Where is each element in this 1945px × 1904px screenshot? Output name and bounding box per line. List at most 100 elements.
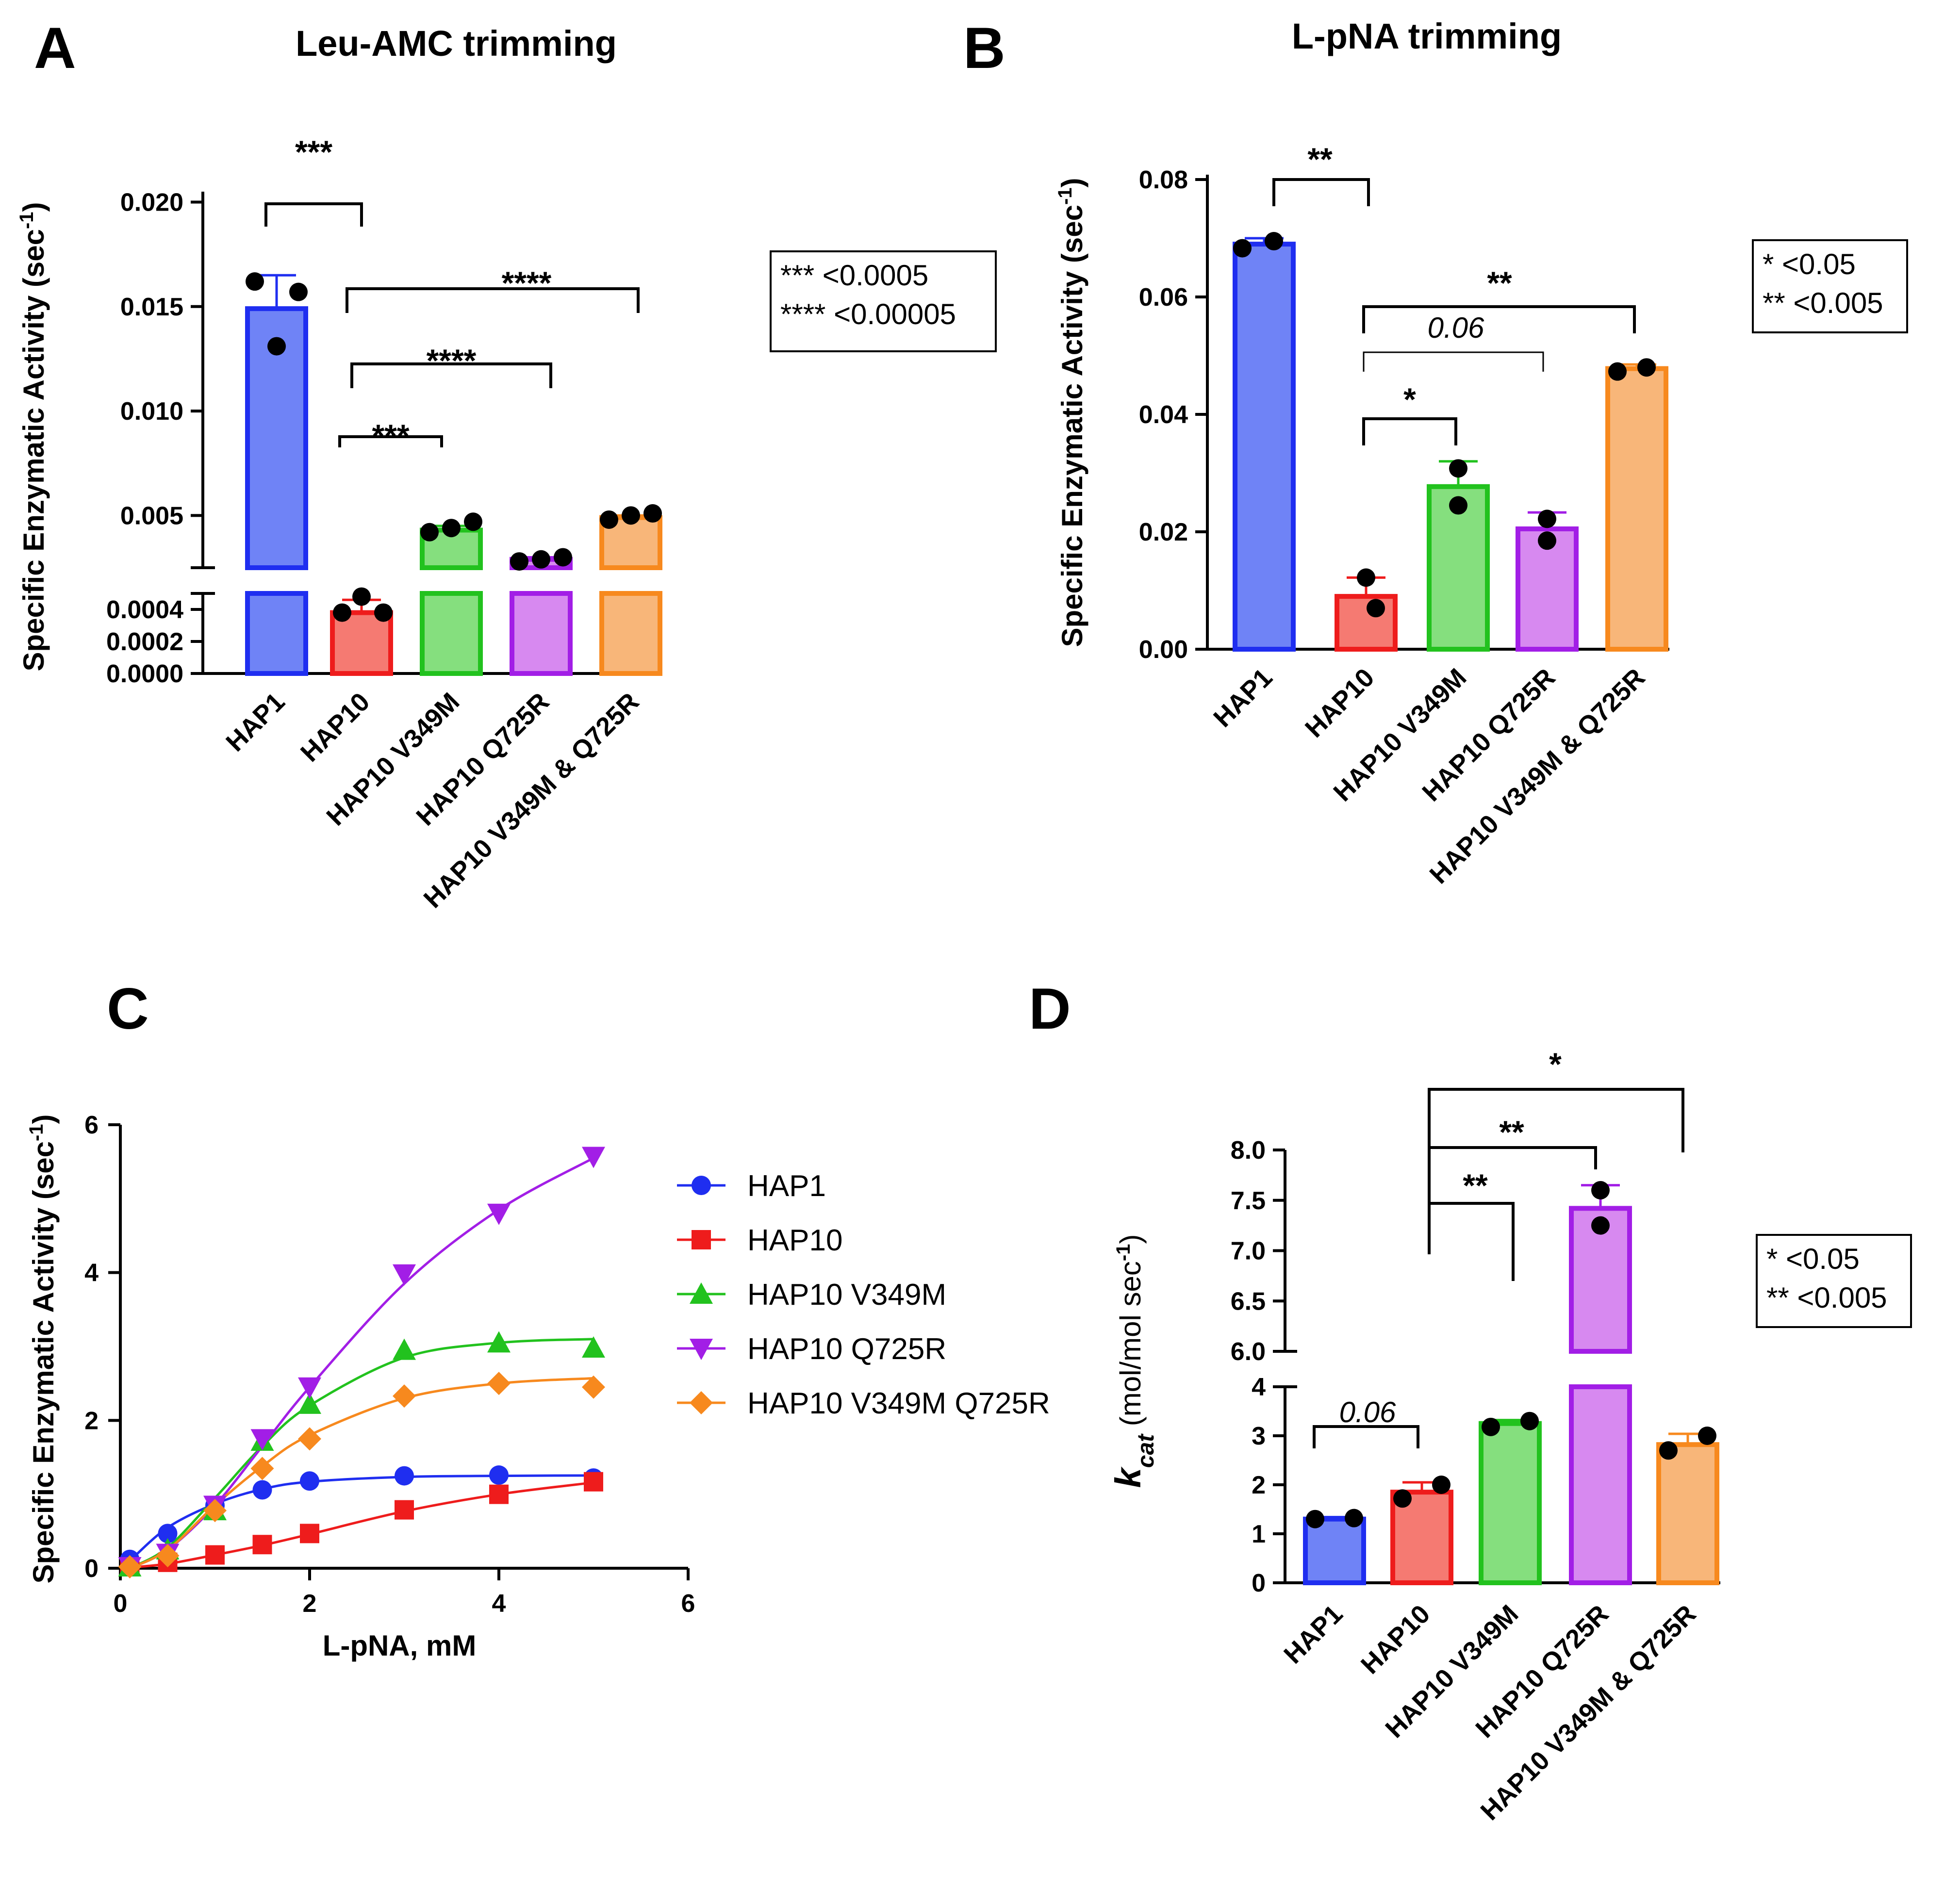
series-3-point-7 — [582, 1147, 605, 1168]
bar-4 — [1656, 1442, 1719, 1585]
y-axis-label: kcat (mol/mol sec-1) — [1108, 1234, 1159, 1488]
series-3-point-4 — [298, 1377, 321, 1399]
x-tick-label-3: 6 — [681, 1590, 695, 1618]
data-point-0-1 — [1265, 232, 1283, 251]
y-tick-label-3: 6 — [84, 1111, 99, 1139]
legend-marker-0 — [692, 1176, 711, 1195]
sig-label-1: ** — [1487, 265, 1512, 301]
bar-4 — [599, 515, 662, 570]
y-tick-label-0: 0 — [84, 1555, 99, 1583]
y-tick-label-1: 0.02 — [1139, 518, 1188, 546]
data-point-1-1 — [1367, 599, 1385, 618]
series-1-point-2 — [205, 1545, 225, 1565]
y-tick-label-lower-1: 1 — [1252, 1520, 1266, 1548]
pvalue-legend-b-row-0: * <0.05 — [1763, 248, 1856, 280]
data-point-3-1 — [1538, 531, 1556, 550]
data-point-0-0 — [1306, 1510, 1324, 1528]
data-point-0-1 — [1345, 1509, 1363, 1527]
data-point-1-1 — [1432, 1476, 1451, 1494]
series-1-point-5 — [395, 1500, 414, 1520]
x-tick-label-1: HAP10 — [1300, 663, 1380, 743]
data-point-4-1 — [1637, 358, 1656, 377]
panel-c-chart: 0 2 4 6 0 2 4 6 L-pNA, mM Specific Enzymatic Acti… — [26, 1111, 1050, 1662]
series-4-point-2 — [203, 1499, 227, 1523]
series-0-point-6 — [489, 1465, 509, 1485]
sig-bracket-1 — [1362, 305, 1636, 333]
sig-bracket-3 — [1362, 417, 1457, 445]
sig-bracket-2 — [350, 362, 552, 388]
pvalue-legend-d-row-0: * <0.05 — [1766, 1243, 1860, 1275]
data-point-3-0 — [510, 552, 528, 571]
data-point-4-0 — [1608, 362, 1627, 381]
x-tick-label-2: 4 — [492, 1590, 506, 1618]
y-tick-label-2: 4 — [84, 1259, 99, 1287]
panel-b-chart: 0.00 0.02 0.04 0.06 0.08 Specific Enzymatic A… — [1055, 141, 1908, 889]
data-point-3-0 — [1591, 1181, 1610, 1199]
y-tick-label-upper-0: 6.0 — [1231, 1338, 1266, 1366]
series-4-point-0 — [118, 1555, 142, 1578]
y-tick-label-upper-1: 6.5 — [1231, 1287, 1266, 1315]
series-2-point-6 — [487, 1331, 511, 1353]
data-point-2-1 — [464, 512, 482, 531]
y-tick-label-1: 2 — [84, 1407, 99, 1435]
series-0-point-3 — [252, 1480, 272, 1500]
data-point-2-0 — [1449, 459, 1467, 478]
data-point-4-2 — [622, 506, 640, 525]
y-tick-label-upper-0: 0.005 — [120, 502, 183, 530]
sig-bracket-2 — [1428, 1146, 1597, 1254]
x-axis-label: L-pNA, mM — [323, 1629, 477, 1662]
data-point-3-1 — [1591, 1216, 1610, 1235]
sig-label-1: **** — [502, 265, 552, 301]
y-tick-label-lower-3: 3 — [1252, 1422, 1266, 1450]
panel-b-label: B — [963, 16, 1005, 81]
data-point-4-0 — [600, 510, 618, 529]
sig-label-1: * — [1549, 1046, 1562, 1082]
bar-0 — [1233, 242, 1296, 652]
legend-label-2: HAP10 V349M — [747, 1278, 946, 1312]
data-point-2-1 — [1520, 1412, 1539, 1430]
data-point-1-0 — [333, 603, 351, 622]
sig-label-2: **** — [427, 343, 477, 378]
data-point-4-0 — [1659, 1441, 1678, 1460]
y-axis-label: Specific Enzymatic Activity (sec-1) — [16, 202, 50, 671]
bar-2 — [1479, 1421, 1542, 1585]
legend-label-3: HAP10 Q725R — [747, 1332, 946, 1366]
fit-line-2 — [129, 1338, 594, 1570]
x-tick-label-0: 0 — [114, 1590, 128, 1618]
sig-label-2: ** — [1499, 1114, 1524, 1150]
y-tick-label-lower-2: 0.0004 — [106, 596, 183, 624]
bar-3-lower — [510, 591, 573, 676]
legend-marker-1 — [692, 1230, 711, 1249]
bar-2-lower — [420, 591, 483, 676]
series-0-point-5 — [395, 1466, 414, 1486]
legend-label-1: HAP10 — [747, 1224, 842, 1257]
y-tick-label-upper-2: 0.015 — [120, 293, 183, 321]
bar-0 — [1303, 1516, 1366, 1585]
series-3-point-5 — [393, 1264, 416, 1286]
data-point-1-1 — [352, 587, 371, 606]
data-point-2-0 — [1482, 1417, 1500, 1436]
legend-label-4: HAP10 V349M Q725R — [747, 1387, 1050, 1420]
data-point-0-2 — [267, 337, 286, 356]
series-1-point-6 — [489, 1484, 509, 1504]
series-2-point-7 — [582, 1336, 605, 1358]
data-point-2-2 — [442, 519, 461, 538]
bar-1 — [330, 610, 393, 676]
panel-d-label: D — [1029, 976, 1071, 1041]
y-tick-label-4: 0.08 — [1139, 166, 1188, 194]
fit-line-1 — [130, 1481, 594, 1569]
bar-3 — [1569, 1206, 1632, 1354]
x-tick-label-1: HAP10 — [1355, 1599, 1436, 1680]
data-point-0-0 — [246, 272, 264, 291]
data-point-3-0 — [1538, 509, 1556, 528]
x-tick-label-0: HAP1 — [220, 687, 290, 757]
data-point-4-1 — [643, 504, 662, 523]
legend-marker-4 — [690, 1391, 713, 1414]
sig-label-3: * — [1403, 381, 1416, 417]
series-3-point-3 — [250, 1429, 274, 1451]
y-tick-label-lower-1: 0.0002 — [106, 628, 183, 656]
y-tick-label-lower-4: 4 — [1252, 1373, 1266, 1401]
data-point-1-0 — [1393, 1489, 1412, 1508]
series-2-point-5 — [393, 1338, 416, 1360]
